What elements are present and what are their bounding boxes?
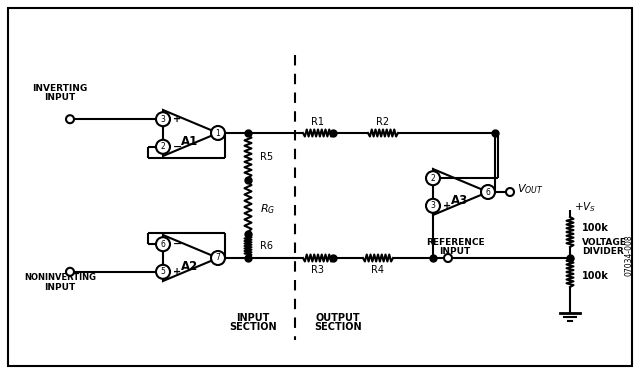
Circle shape: [481, 185, 495, 199]
Text: NONINVERTING: NONINVERTING: [24, 273, 96, 282]
Text: A3: A3: [451, 194, 468, 207]
Circle shape: [156, 112, 170, 126]
Circle shape: [211, 126, 225, 140]
Circle shape: [444, 254, 452, 262]
Text: INVERTING: INVERTING: [33, 83, 88, 92]
Circle shape: [156, 237, 170, 251]
Text: 6: 6: [161, 240, 165, 249]
Text: 5: 5: [161, 267, 165, 276]
Text: 6: 6: [486, 187, 490, 196]
Text: R2: R2: [376, 117, 390, 127]
Text: R3: R3: [312, 265, 324, 275]
Text: SECTION: SECTION: [229, 322, 277, 332]
Text: 1: 1: [216, 129, 220, 138]
Text: +: +: [443, 201, 451, 211]
Circle shape: [426, 171, 440, 185]
Text: REFERENCE: REFERENCE: [426, 237, 484, 246]
Circle shape: [156, 140, 170, 154]
Circle shape: [66, 115, 74, 123]
Text: −: −: [173, 239, 182, 249]
Text: 2: 2: [161, 142, 165, 151]
Text: +$V_S$: +$V_S$: [574, 200, 596, 214]
Circle shape: [211, 251, 225, 265]
Text: 07034-008: 07034-008: [625, 234, 634, 276]
Circle shape: [506, 188, 514, 196]
Text: 7: 7: [216, 254, 220, 263]
Text: R5: R5: [260, 151, 273, 162]
Text: R6: R6: [260, 241, 273, 251]
Text: INPUT: INPUT: [44, 92, 76, 101]
Text: 2: 2: [431, 174, 435, 183]
Text: A2: A2: [180, 260, 198, 273]
Text: −: −: [173, 142, 182, 152]
Text: INPUT: INPUT: [440, 246, 470, 255]
Text: 100k: 100k: [582, 271, 609, 281]
Text: −: −: [443, 173, 452, 183]
Text: +: +: [173, 114, 181, 124]
Text: INPUT: INPUT: [44, 282, 76, 291]
Text: +: +: [173, 267, 181, 277]
Circle shape: [66, 268, 74, 276]
Text: 3: 3: [431, 201, 435, 210]
Text: OUTPUT: OUTPUT: [316, 313, 360, 323]
Text: R4: R4: [371, 265, 385, 275]
Circle shape: [156, 265, 170, 279]
Text: $R_G$: $R_G$: [260, 202, 275, 216]
Text: SECTION: SECTION: [314, 322, 362, 332]
Text: 3: 3: [161, 115, 165, 124]
Text: R1: R1: [312, 117, 324, 127]
Text: INPUT: INPUT: [236, 313, 269, 323]
Text: A1: A1: [180, 135, 198, 148]
Text: DIVIDER: DIVIDER: [582, 246, 624, 255]
Text: VOLTAGE: VOLTAGE: [582, 237, 627, 246]
Text: $V_{OUT}$: $V_{OUT}$: [517, 182, 543, 196]
Text: 100k: 100k: [582, 223, 609, 233]
Circle shape: [426, 199, 440, 213]
